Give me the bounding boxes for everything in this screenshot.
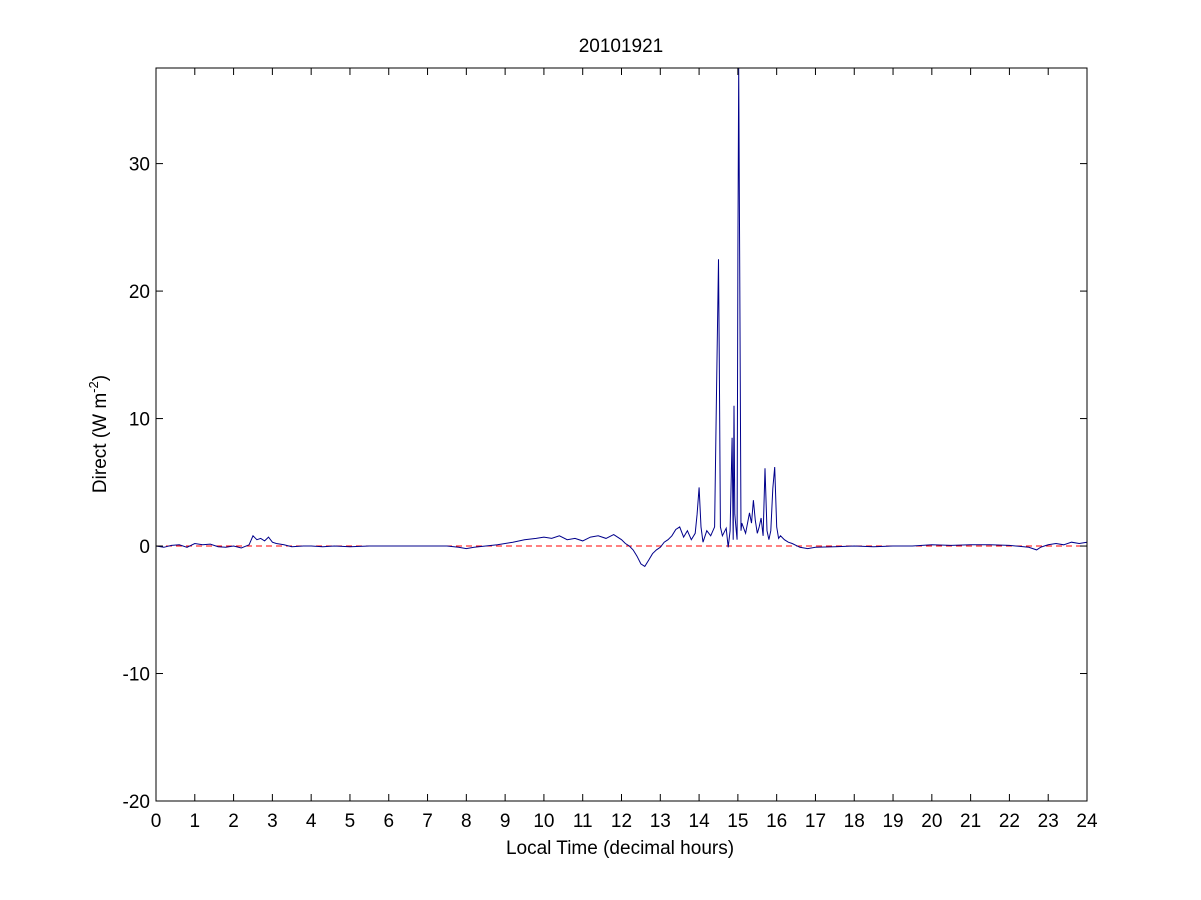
x-tick-label: 13 [650, 811, 671, 832]
x-tick-label: 24 [1076, 811, 1098, 832]
x-tick-label: 16 [766, 811, 787, 832]
x-tick-label: 17 [805, 811, 826, 832]
x-tick-label: 7 [422, 811, 433, 832]
y-tick-label: -20 [123, 792, 150, 813]
x-tick-label: 19 [882, 811, 903, 832]
y-axis-label-text: Direct (W m [90, 393, 111, 493]
x-tick-label: 9 [500, 811, 511, 832]
x-tick-label: 14 [689, 811, 711, 832]
series-line-0 [156, 68, 1087, 568]
chart-title: 20101921 [579, 36, 664, 57]
x-tick-label: 3 [267, 811, 278, 832]
x-tick-label: 22 [999, 811, 1020, 832]
x-tick-label: 5 [345, 811, 356, 832]
x-tick-label: 6 [383, 811, 394, 832]
x-tick-label: 18 [844, 811, 865, 832]
x-tick-label: 21 [960, 811, 981, 832]
y-axis-label: Direct (W m-2) [86, 375, 111, 493]
x-tick-label: 4 [306, 811, 317, 832]
x-tick-label: 12 [611, 811, 632, 832]
y-tick-label: 10 [129, 410, 150, 431]
y-axis-label-superscript: -2 [86, 381, 101, 393]
x-tick-label: 20 [921, 811, 942, 832]
x-axis: 0 1 2 3 4 5 6 7 8 9 10 11 12 13 14 15 16 17 18 19 20 21 22 23 24 [151, 68, 1098, 832]
x-tick-label: 15 [727, 811, 748, 832]
y-axis: -20 -10 0 10 20 30 [123, 155, 1087, 813]
y-axis-label-suffix: ) [90, 375, 111, 381]
y-tick-label: -10 [123, 665, 150, 686]
x-tick-label: 1 [190, 811, 201, 832]
y-tick-label: 0 [139, 537, 150, 558]
x-tick-label: 11 [573, 811, 593, 832]
x-tick-label: 23 [1038, 811, 1059, 832]
x-tick-label: 10 [533, 811, 554, 832]
x-tick-label: 8 [461, 811, 472, 832]
x-axis-label: Local Time (decimal hours) [506, 838, 734, 859]
x-tick-label: 2 [228, 811, 239, 832]
y-tick-label: 30 [129, 155, 150, 176]
y-tick-label: 20 [129, 282, 150, 303]
x-tick-label: 0 [151, 811, 162, 832]
